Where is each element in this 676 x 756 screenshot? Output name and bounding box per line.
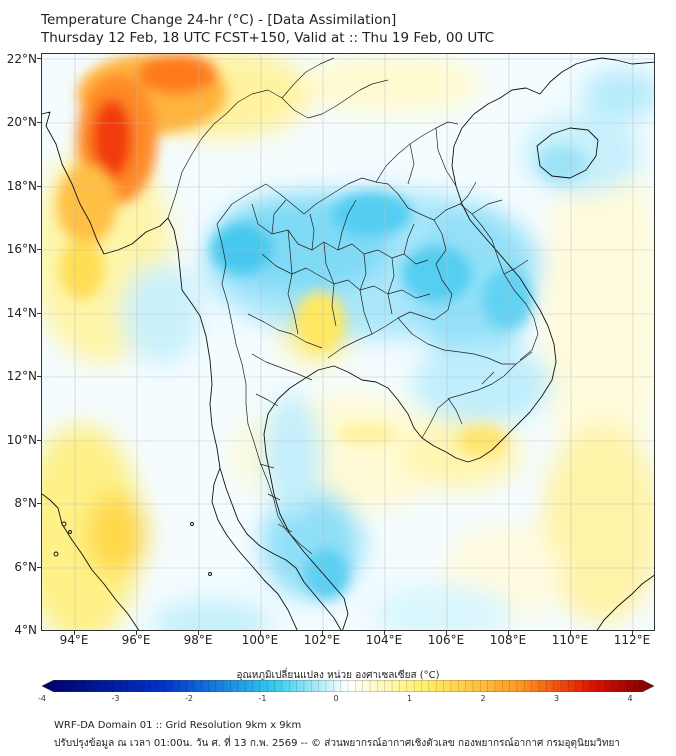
- lat-label: 6°N: [14, 560, 37, 574]
- lat-label: 8°N: [14, 496, 37, 510]
- chart-subtitle: Thursday 12 Feb, 18 UTC FCST+150, Valid …: [41, 30, 495, 46]
- lon-label: 98°E: [183, 633, 213, 647]
- colorbar-title: อุณหภูมิเปลี่ยนแปลง หน่วย องศาเซลเซียส (…: [236, 670, 440, 681]
- temperature-field-smooth: [42, 54, 654, 630]
- colorbar-tick-label: 4: [627, 694, 633, 703]
- lat-label: 18°N: [6, 179, 37, 193]
- colorbar-tick-label: -2: [185, 694, 193, 703]
- lat-label: 14°N: [6, 306, 37, 320]
- country-borders: [167, 57, 539, 555]
- lon-tick: [322, 631, 323, 635]
- lat-tick: [37, 313, 41, 314]
- map-canvas: [42, 54, 654, 630]
- colorbar: [42, 680, 654, 692]
- lon-tick: [74, 631, 75, 635]
- grid-lines: [42, 54, 654, 630]
- lat-tick: [37, 249, 41, 250]
- colorbar-segment-lines: [61, 680, 635, 692]
- colorbar-tick-label: -4: [38, 694, 46, 703]
- footer-credit: ปรับปรุงข้อมูล ณ เวลา 01:00น. วัน ศ. ที่…: [54, 738, 620, 749]
- lat-label: 4°N: [14, 623, 37, 637]
- lat-label: 16°N: [6, 242, 37, 256]
- colorbar-tick-label: 3: [553, 694, 560, 703]
- lon-tick: [508, 631, 509, 635]
- lat-tick: [37, 440, 41, 441]
- lon-label: 100°E: [241, 633, 279, 647]
- footer-model-info: WRF-DA Domain 01 :: Grid Resolution 9km …: [54, 720, 302, 731]
- coastlines: [42, 57, 654, 630]
- lat-label: 12°N: [6, 369, 37, 383]
- lon-tick: [632, 631, 633, 635]
- lon-label: 94°E: [59, 633, 89, 647]
- colorbar-tick-label: 0: [333, 694, 339, 703]
- lon-label: 104°E: [365, 633, 403, 647]
- lon-tick: [260, 631, 261, 635]
- colorbar-tick-label: -1: [258, 694, 267, 703]
- temperature-change-map[interactable]: [41, 53, 655, 631]
- colorbar-body: [42, 680, 654, 692]
- lon-label: 112°E: [613, 633, 651, 647]
- lon-label: 106°E: [427, 633, 465, 647]
- lon-tick: [384, 631, 385, 635]
- lon-label: 108°E: [489, 633, 527, 647]
- lat-tick: [37, 376, 41, 377]
- lon-label: 110°E: [551, 633, 589, 647]
- lon-label: 96°E: [121, 633, 151, 647]
- lat-tick: [37, 186, 41, 187]
- colorbar-tick-label: 2: [480, 694, 486, 703]
- lon-tick: [446, 631, 447, 635]
- lat-tick: [37, 503, 41, 504]
- colorbar-tick-label: -3: [111, 694, 120, 703]
- lat-label: 20°N: [6, 115, 37, 129]
- lon-label: 102°E: [303, 633, 341, 647]
- lon-tick: [570, 631, 571, 635]
- lon-tick: [198, 631, 199, 635]
- lat-tick: [37, 567, 41, 568]
- lat-label: 10°N: [6, 433, 37, 447]
- chart-title: Temperature Change 24-hr (°C) - [Data As…: [41, 12, 397, 28]
- lat-tick: [37, 58, 41, 59]
- lat-tick: [37, 122, 41, 123]
- lon-tick: [136, 631, 137, 635]
- colorbar-tick-label: 1: [406, 694, 413, 703]
- lat-label: 22°N: [6, 52, 37, 66]
